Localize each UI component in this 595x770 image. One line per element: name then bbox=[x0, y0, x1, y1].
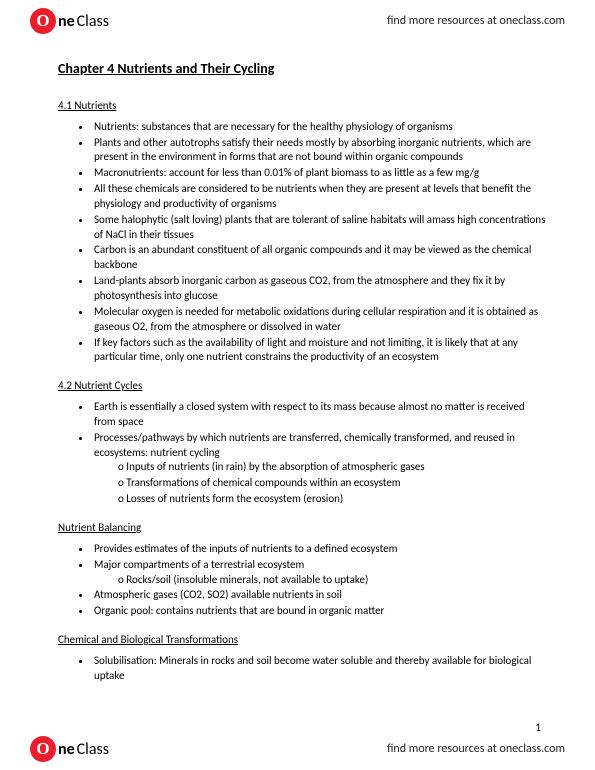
list-item: Major compartments of a terrestrial ecos… bbox=[92, 558, 547, 588]
logo-circle-icon: O bbox=[30, 8, 56, 34]
list-item: Carbon is an abundant constituent of all… bbox=[92, 243, 547, 273]
list-item: Provides estimates of the inputs of nutr… bbox=[92, 542, 547, 557]
document-body: Chapter 4 Nutrients and Their Cycling 4.… bbox=[58, 48, 547, 722]
header: O neClass find more resources at oneclas… bbox=[0, 0, 595, 42]
list-item: All these chemicals are considered to be… bbox=[92, 182, 547, 212]
list-item: Plants and other autotrophs satisfy thei… bbox=[92, 136, 547, 166]
section-heading: Chemical and Biological Transformations bbox=[58, 633, 547, 648]
bullet-list: Solubilisation: Minerals in rocks and so… bbox=[58, 654, 547, 684]
list-item-text: Major compartments of a terrestrial ecos… bbox=[94, 558, 304, 571]
sub-list-item: Transformations of chemical compounds wi… bbox=[118, 476, 547, 491]
logo-text-one: ne bbox=[58, 12, 75, 31]
bullet-list: Nutrients: substances that are necessary… bbox=[58, 120, 547, 366]
sub-list: Rocks/soil (insoluble minerals, not avai… bbox=[94, 573, 547, 588]
list-item: Processes/pathways by which nutrients ar… bbox=[92, 431, 547, 507]
list-item: Some halophytic (salt loving) plants tha… bbox=[92, 213, 547, 243]
section-heading: Nutrient Balancing bbox=[58, 521, 547, 536]
sub-list-item: Inputs of nutrients (in rain) by the abs… bbox=[118, 460, 547, 475]
logo-text-class: Class bbox=[77, 12, 109, 31]
page-title: Chapter 4 Nutrients and Their Cycling bbox=[58, 60, 547, 79]
list-item: If key factors such as the availability … bbox=[92, 336, 547, 366]
logo[interactable]: O neClass bbox=[30, 736, 109, 762]
logo-text-one: ne bbox=[58, 740, 75, 759]
sub-list: Inputs of nutrients (in rain) by the abs… bbox=[94, 460, 547, 507]
logo-circle-icon: O bbox=[30, 736, 56, 762]
list-item: Atmospheric gases (CO2, SO2) available n… bbox=[92, 588, 547, 603]
logo-text-class: Class bbox=[77, 740, 109, 759]
list-item: Nutrients: substances that are necessary… bbox=[92, 120, 547, 135]
footer: O neClass find more resources at oneclas… bbox=[0, 728, 595, 770]
section-heading: 4.1 Nutrients bbox=[58, 99, 547, 114]
list-item-text: Processes/pathways by which nutrients ar… bbox=[94, 431, 515, 459]
find-more-link-top[interactable]: find more resources at oneclass.com bbox=[387, 14, 565, 28]
sub-list-item: Losses of nutrients form the ecosystem (… bbox=[118, 492, 547, 507]
bullet-list: Earth is essentially a closed system wit… bbox=[58, 400, 547, 507]
bullet-list: Provides estimates of the inputs of nutr… bbox=[58, 542, 547, 619]
list-item: Earth is essentially a closed system wit… bbox=[92, 400, 547, 430]
list-item: Land-plants absorb inorganic carbon as g… bbox=[92, 274, 547, 304]
find-more-link-bottom[interactable]: find more resources at oneclass.com bbox=[387, 742, 565, 756]
list-item: Molecular oxygen is needed for metabolic… bbox=[92, 305, 547, 335]
section-heading: 4.2 Nutrient Cycles bbox=[58, 379, 547, 394]
list-item: Macronutrients: account for less than 0.… bbox=[92, 166, 547, 181]
sub-list-item: Rocks/soil (insoluble minerals, not avai… bbox=[118, 573, 547, 588]
list-item: Solubilisation: Minerals in rocks and so… bbox=[92, 654, 547, 684]
list-item: Organic pool: contains nutrients that ar… bbox=[92, 604, 547, 619]
logo[interactable]: O neClass bbox=[30, 8, 109, 34]
